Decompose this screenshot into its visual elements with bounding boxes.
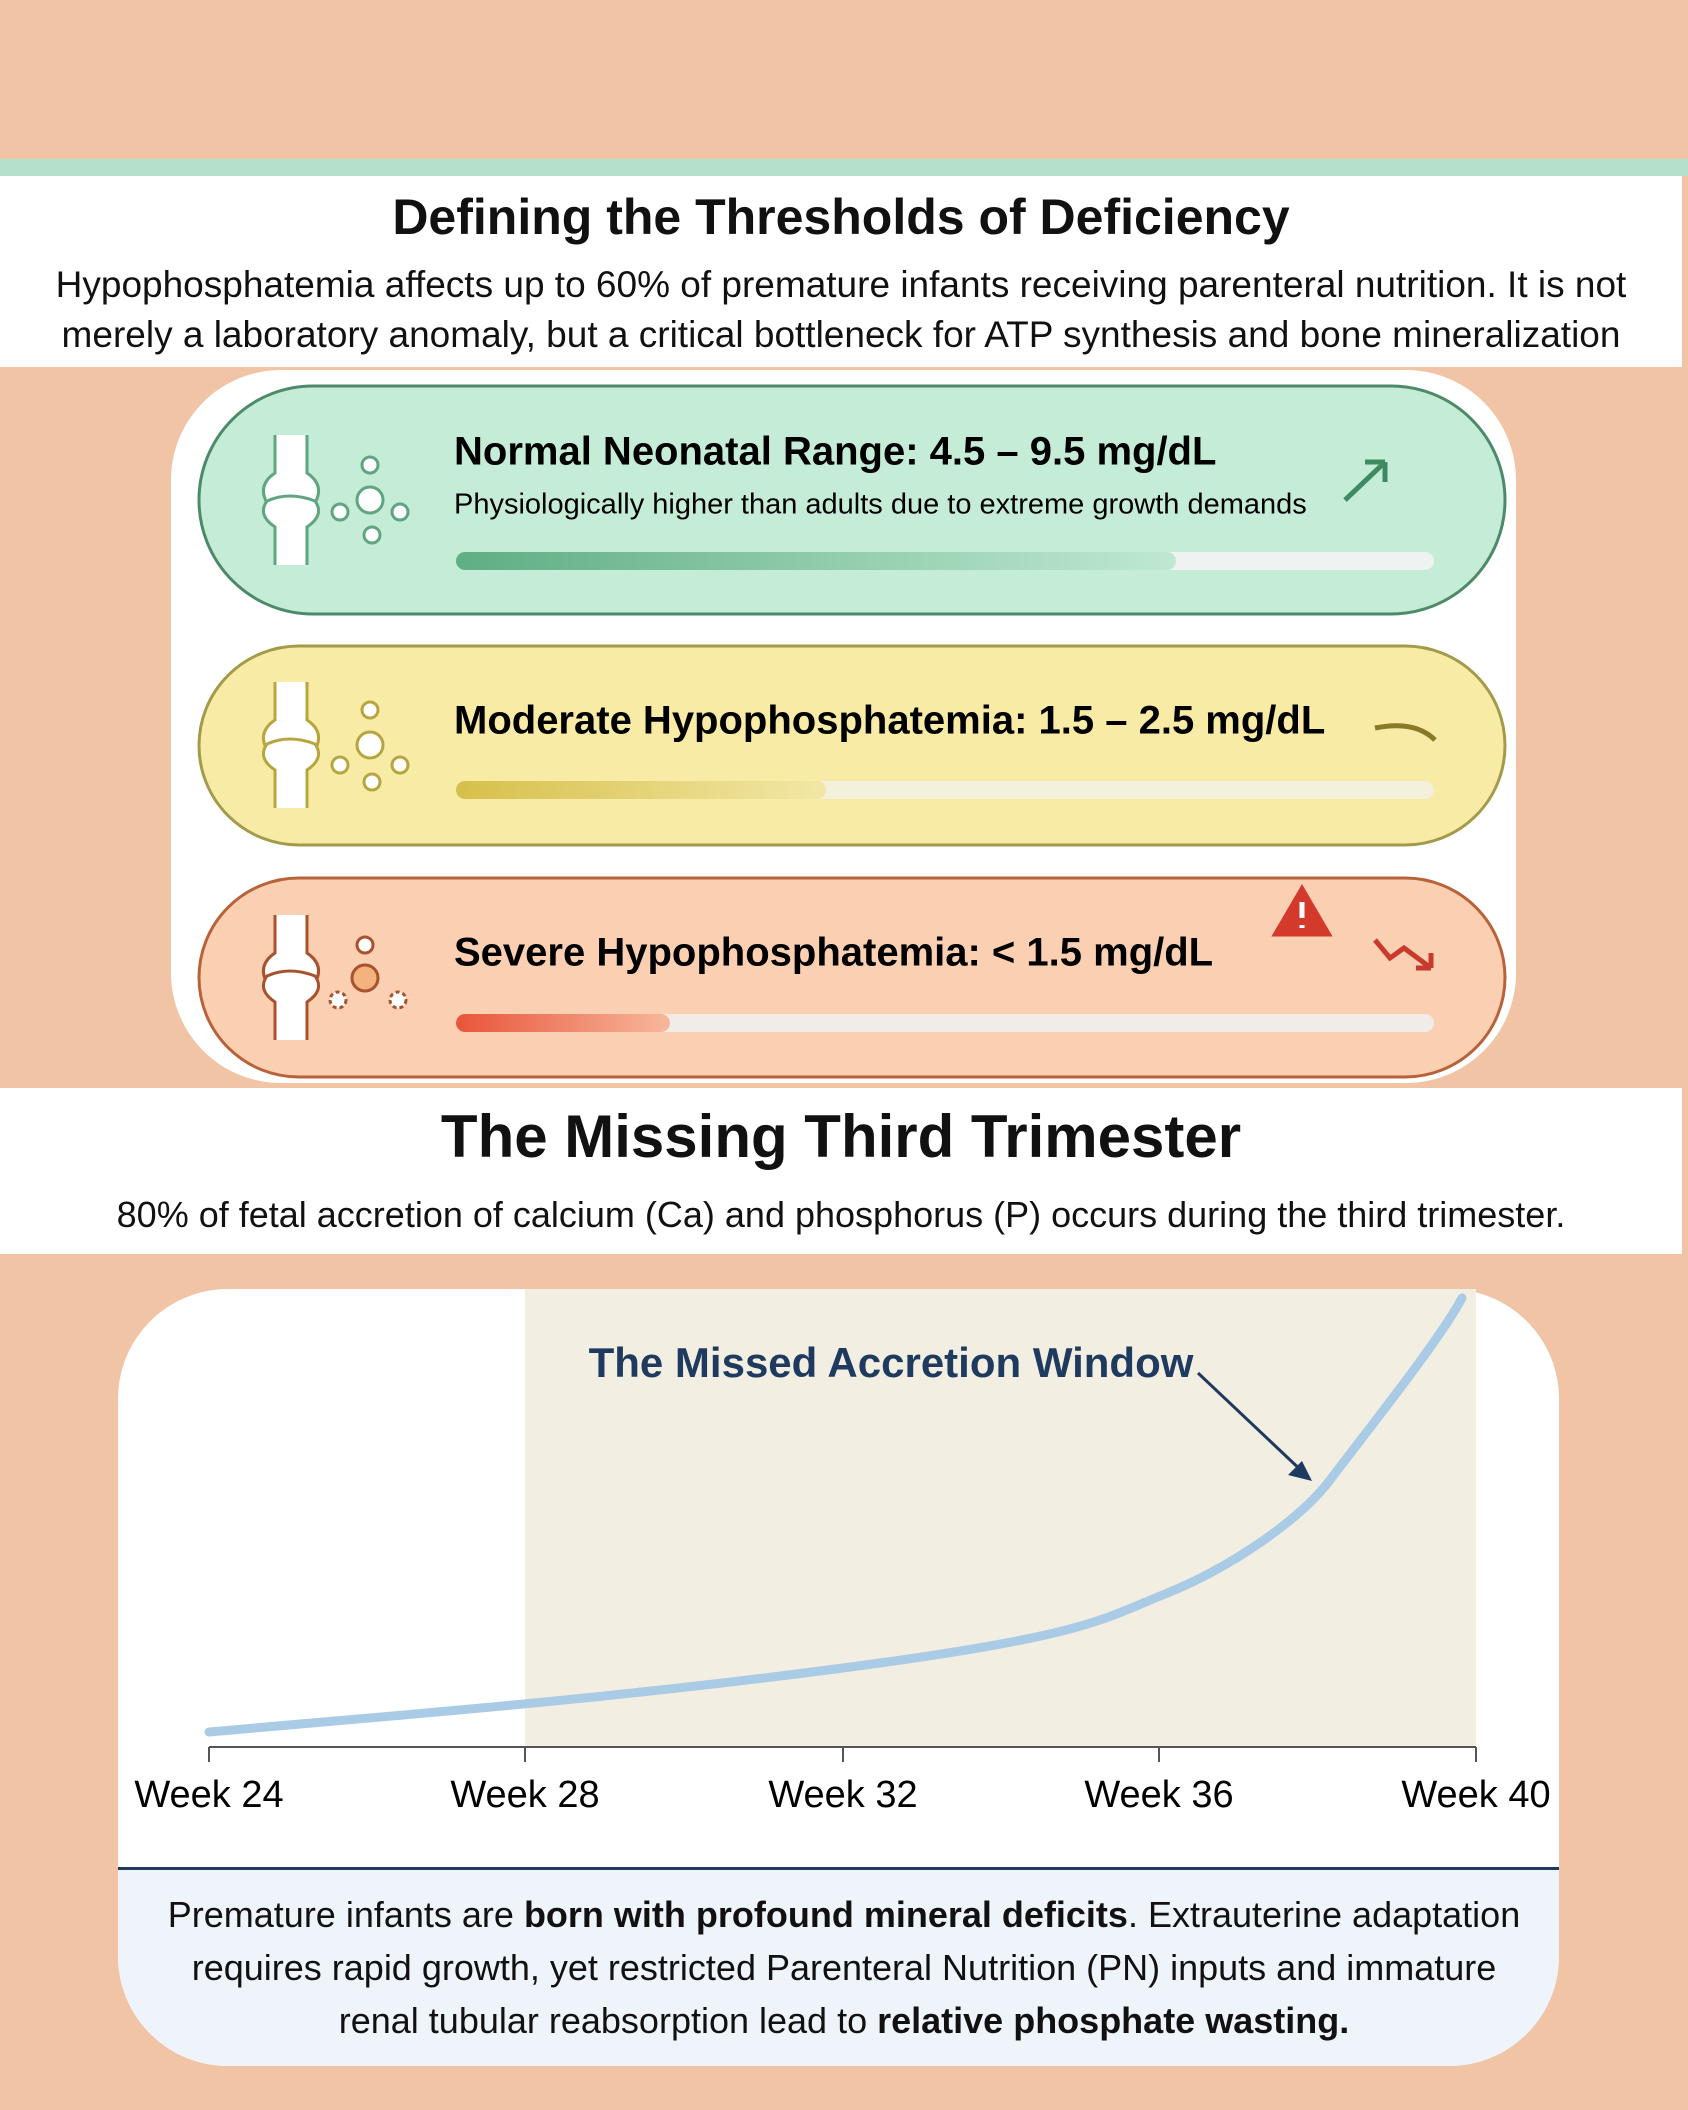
accent-strip <box>0 159 1688 176</box>
footer-segment: . Extrauterine adaptation requires rapid… <box>191 1894 1521 2041</box>
section-title: Defining the Thresholds of Deficiency <box>392 189 1290 245</box>
section-title: The Missing Third Trimester <box>440 1103 1242 1170</box>
footer-text: Premature infants are born with profound… <box>150 1888 1538 2047</box>
header-band: Defining the Thresholds of Deficiency Hy… <box>0 176 1682 367</box>
footer-emphasis: relative phosphate wasting. <box>877 2000 1350 2041</box>
section-band: The Missing Third Trimester 80% of fetal… <box>0 1088 1682 1254</box>
footer-segment: Premature infants are <box>167 1894 524 1935</box>
threshold-panel <box>171 370 1516 1083</box>
footer-emphasis: born with profound mineral deficits <box>523 1894 1128 1935</box>
section-description: Hypophosphatemia affects up to 60% of pr… <box>55 264 1627 355</box>
section-description: 80% of fetal accretion of calcium (Ca) a… <box>116 1194 1566 1235</box>
footer-box <box>118 1867 1559 2066</box>
